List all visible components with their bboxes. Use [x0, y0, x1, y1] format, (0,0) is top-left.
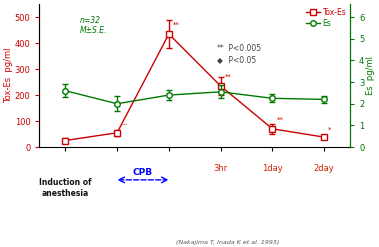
Text: ...: ... [121, 120, 128, 126]
Text: **: ** [173, 21, 180, 28]
Text: Induction of
anesthesia: Induction of anesthesia [39, 178, 92, 198]
Text: **: ** [216, 44, 224, 53]
Text: CPB: CPB [133, 168, 153, 177]
Text: 1day: 1day [262, 164, 283, 173]
Text: 3hr: 3hr [213, 164, 228, 173]
Text: 2day: 2day [314, 164, 335, 173]
Text: **: ** [277, 116, 283, 122]
Text: (Nakajima T, Inada K et al. 1993): (Nakajima T, Inada K et al. 1993) [176, 240, 279, 245]
Text: *: * [328, 127, 332, 133]
Text: P<0.005: P<0.005 [226, 44, 261, 53]
Legend: Tox-Es, Es: Tox-Es, Es [307, 8, 346, 27]
Text: **: ** [225, 74, 232, 80]
Text: ◆: ◆ [216, 56, 222, 65]
Y-axis label: Es  pg/ml: Es pg/ml [366, 56, 375, 95]
Text: P<0.05: P<0.05 [226, 56, 256, 65]
Y-axis label: Tox-Es  pg/ml: Tox-Es pg/ml [4, 48, 13, 103]
Text: n=32
M±S.E.: n=32 M±S.E. [80, 16, 107, 35]
